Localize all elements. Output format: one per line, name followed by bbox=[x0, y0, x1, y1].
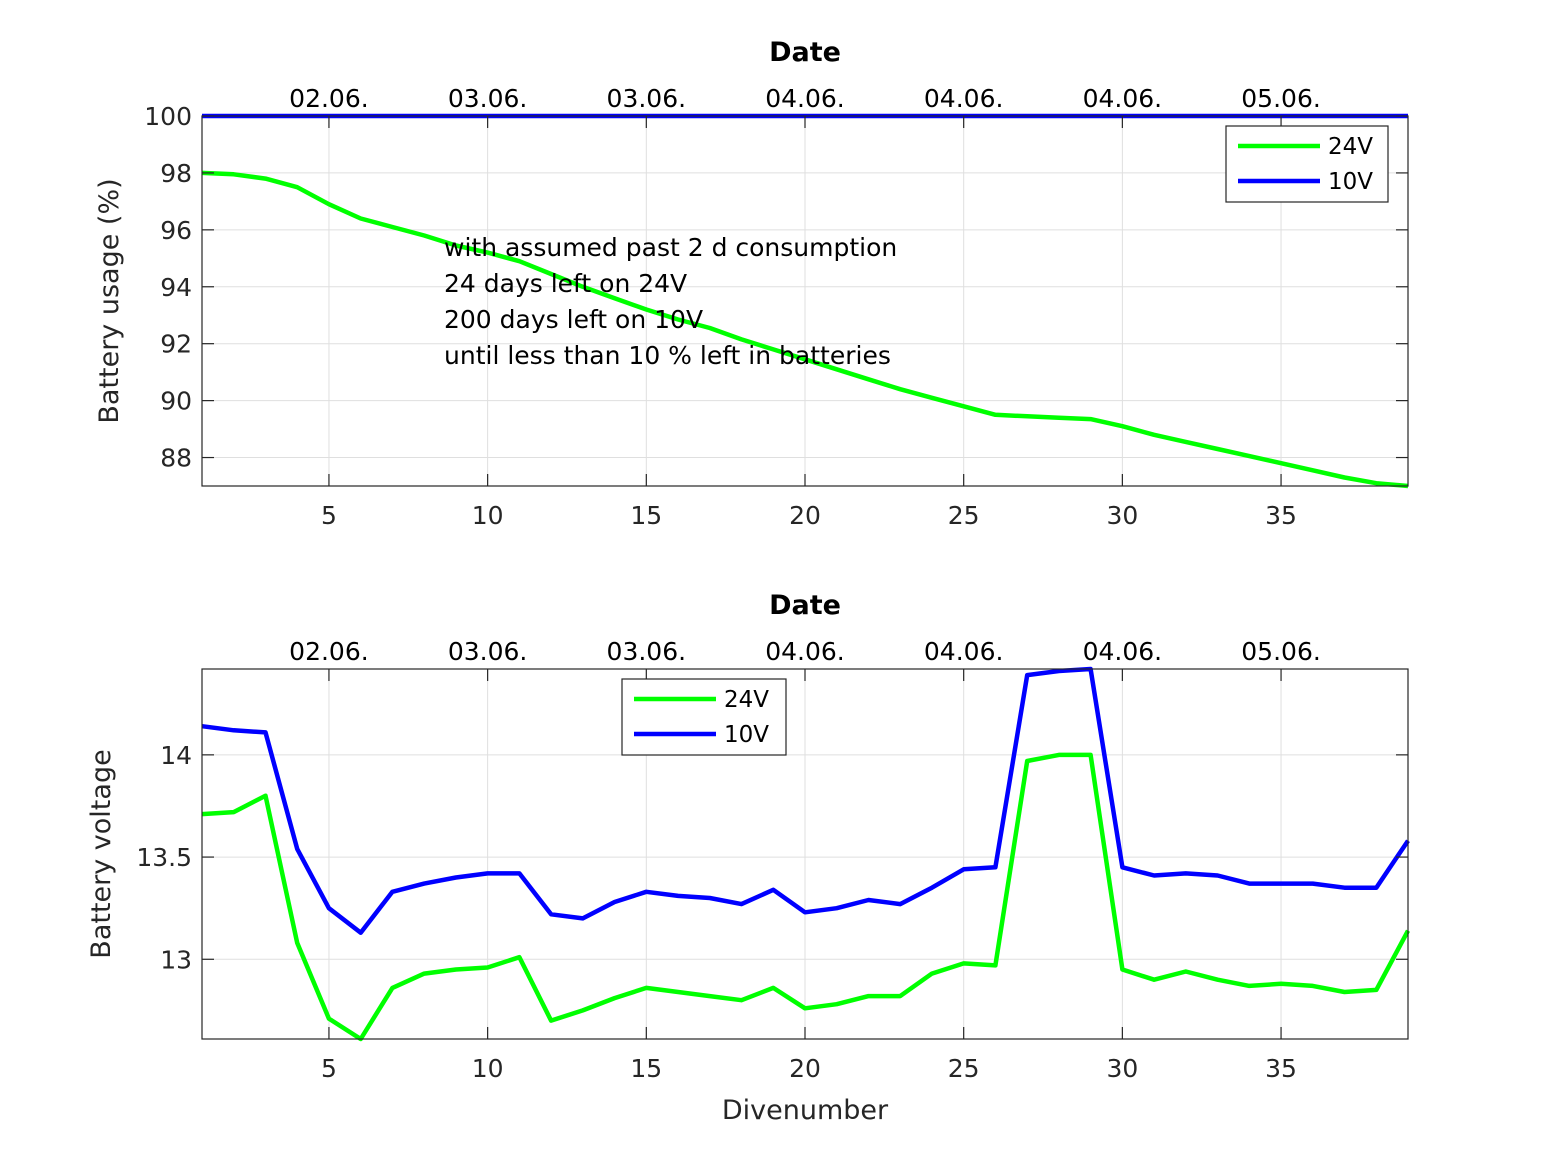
y-tick-label: 98 bbox=[160, 159, 192, 188]
battery-voltage-chart: 5 10 15 20 25 30 35 02.06. 03.06. 03.06. 04.06. 04.… bbox=[86, 590, 1410, 1126]
x-tick-label: 25 bbox=[948, 501, 980, 530]
x-tick-label: 20 bbox=[789, 501, 821, 530]
annotation-line: with assumed past 2 d consumption bbox=[444, 233, 897, 262]
top-date-tick-label: 03.06. bbox=[448, 637, 528, 666]
top-date-tick-label: 05.06. bbox=[1241, 637, 1321, 666]
y-tick-label: 88 bbox=[160, 444, 192, 473]
x-tick-label: 5 bbox=[321, 1054, 337, 1083]
top-date-tick-label: 02.06. bbox=[289, 84, 369, 113]
x-tick-label: 25 bbox=[948, 1054, 980, 1083]
series-line-24V bbox=[201, 170, 1409, 489]
annotation-line: until less than 10 % left in batteries bbox=[444, 341, 891, 370]
top-date-tick-label: 04.06. bbox=[1083, 84, 1163, 113]
y-tick-label: 94 bbox=[160, 273, 192, 302]
battery-usage-chart: 5 10 15 20 25 30 35 02.06. 03.06. 03.06. 04.06. 04.… bbox=[94, 37, 1409, 530]
top-date-tick-label: 04.06. bbox=[924, 637, 1004, 666]
x-tick-label: 30 bbox=[1106, 1054, 1138, 1083]
top-date-tick-label: 03.06. bbox=[448, 84, 528, 113]
y-tick-label: 13 bbox=[160, 945, 192, 974]
top-date-tick-label: 04.06. bbox=[765, 637, 845, 666]
y-tick-label: 96 bbox=[160, 216, 192, 245]
chart-title: Date bbox=[769, 37, 841, 68]
legend-box bbox=[621, 678, 787, 756]
top-date-tick-label: 03.06. bbox=[607, 637, 687, 666]
x-tick-label: 35 bbox=[1265, 501, 1297, 530]
legend-label: 10V bbox=[1328, 169, 1373, 195]
series-line-24V bbox=[201, 752, 1410, 1042]
y-axis-label: Battery usage (%) bbox=[94, 178, 125, 423]
legend-label: 24V bbox=[724, 687, 769, 713]
y-axis-label: Battery voltage bbox=[86, 749, 117, 958]
x-tick-label: 30 bbox=[1106, 501, 1138, 530]
annotation-line: 24 days left on 24V bbox=[444, 269, 687, 298]
y-tick-label: 90 bbox=[160, 387, 192, 416]
x-tick-label: 20 bbox=[789, 1054, 821, 1083]
top-date-tick-label: 04.06. bbox=[924, 84, 1004, 113]
x-tick-label: 35 bbox=[1265, 1054, 1297, 1083]
top-date-tick-label: 03.06. bbox=[607, 84, 687, 113]
top-date-tick-label: 04.06. bbox=[1083, 637, 1163, 666]
annotation-line: 200 days left on 10V bbox=[444, 305, 703, 334]
y-tick-label: 92 bbox=[160, 330, 192, 359]
x-tick-label: 15 bbox=[630, 1054, 662, 1083]
x-tick-label: 5 bbox=[321, 501, 337, 530]
top-date-tick-label: 04.06. bbox=[765, 84, 845, 113]
chart-title: Date bbox=[769, 590, 841, 621]
x-tick-label: 10 bbox=[472, 1054, 504, 1083]
legend-label: 10V bbox=[724, 722, 769, 748]
y-tick-label: 14 bbox=[160, 741, 192, 770]
legend-label: 24V bbox=[1328, 134, 1373, 160]
y-tick-label: 13.5 bbox=[136, 843, 192, 872]
top-date-tick-label: 05.06. bbox=[1241, 84, 1321, 113]
series-line-10V bbox=[201, 666, 1410, 935]
x-tick-label: 15 bbox=[630, 501, 662, 530]
legend-box bbox=[1225, 125, 1389, 203]
top-date-tick-label: 02.06. bbox=[289, 637, 369, 666]
x-tick-label: 10 bbox=[472, 501, 504, 530]
x-axis-label: Divenumber bbox=[722, 1095, 889, 1126]
y-tick-label: 100 bbox=[144, 102, 192, 131]
